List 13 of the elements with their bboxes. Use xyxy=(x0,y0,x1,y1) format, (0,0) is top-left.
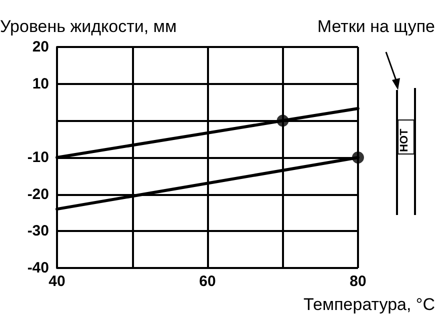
x-tick-label: 60 xyxy=(199,273,216,290)
text: Метки на щупе xyxy=(317,17,436,36)
x-tick-label: 40 xyxy=(48,273,66,290)
y-tick-label: 20 xyxy=(32,38,49,56)
y-tick-label: 10 xyxy=(32,75,49,92)
y-tick-label: -30 xyxy=(27,222,49,240)
y-axis-title: Уровень жидкости, мм xyxy=(0,17,177,36)
x-axis-title: Температура, °C xyxy=(304,295,435,314)
y-tick-label: -20 xyxy=(27,186,49,203)
y-tick-label: -10 xyxy=(27,149,49,166)
text: HOT xyxy=(398,128,410,152)
y-tick-label: -40 xyxy=(27,260,49,276)
x-tick-label: 80 xyxy=(350,273,366,290)
